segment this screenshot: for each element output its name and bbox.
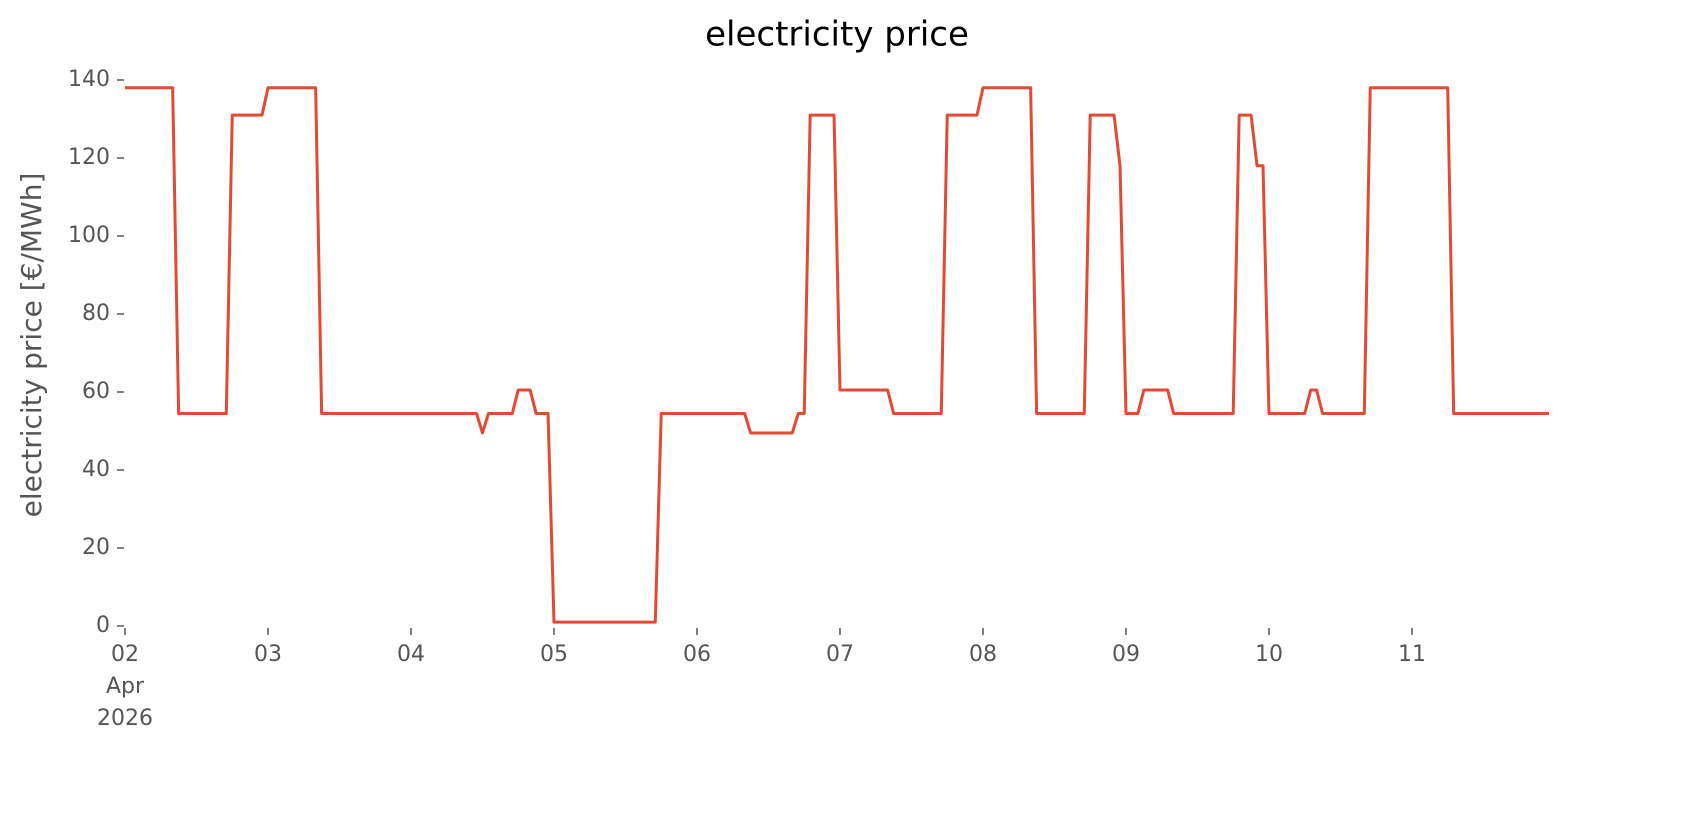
- x-tick-label: 11: [1397, 642, 1426, 667]
- x-tick-label: 10: [1254, 642, 1283, 667]
- y-tick-label: 100: [68, 223, 110, 248]
- x-tick-label: 07: [825, 642, 854, 667]
- y-axis-label: electricity price [€/MWh]: [15, 173, 48, 518]
- y-tick-label: 140: [68, 67, 110, 92]
- x-tick-label: 05: [539, 642, 568, 667]
- y-tick-label: 20: [82, 535, 110, 560]
- y-tick-label: 60: [82, 379, 110, 404]
- x-tick-label: 03: [253, 642, 282, 667]
- y-tick-label: 80: [82, 301, 110, 326]
- y-tick-label: 40: [82, 457, 110, 482]
- chart-title: electricity price: [705, 15, 969, 55]
- x-tick-label: 09: [1111, 642, 1140, 667]
- x-tick-label: 04: [396, 642, 425, 667]
- x-tick-label: 02 Apr 2026: [97, 642, 153, 731]
- line: [125, 86, 1549, 624]
- y-tick-label: 0: [96, 613, 110, 638]
- x-tick-label: 06: [682, 642, 711, 667]
- y-tick-label: 120: [68, 145, 110, 170]
- x-tick-label: 08: [968, 642, 997, 667]
